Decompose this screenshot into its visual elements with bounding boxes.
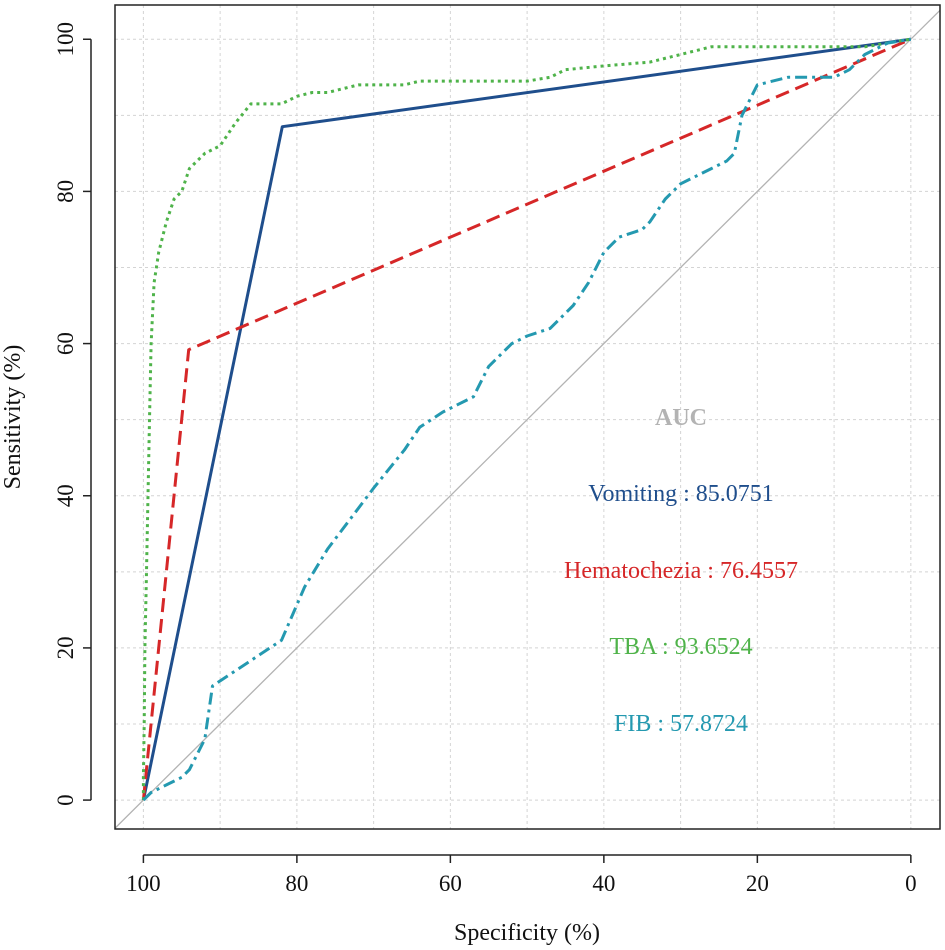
x-tick-label: 60 <box>439 871 462 896</box>
series-line-hematochezia <box>141 37 912 801</box>
x-tick-label: 0 <box>905 871 917 896</box>
x-axis-label: Specificity (%) <box>454 920 600 946</box>
x-tick-label: 20 <box>746 871 769 896</box>
plot-frame <box>114 4 941 830</box>
y-tick-label: 20 <box>53 636 78 659</box>
y-axis-label: Sensitivity (%) <box>0 345 26 490</box>
series-line-tba <box>141 37 912 801</box>
series-line-vomiting <box>141 37 912 801</box>
y-tick-label: 40 <box>53 484 78 507</box>
reference-diagonal <box>114 9 941 829</box>
reference-line <box>114 9 941 829</box>
x-tick-label: 40 <box>592 871 615 896</box>
y-tick-label: 0 <box>53 794 78 806</box>
auc-label-hematochezia: Hematochezia : 76.4557 <box>564 558 798 584</box>
series-lines <box>141 37 912 802</box>
auc-heading: AUC <box>655 405 707 431</box>
series-line-fib <box>142 37 912 802</box>
y-tick-label: 60 <box>53 332 78 355</box>
x-tick-label: 80 <box>285 871 308 896</box>
grid <box>115 5 940 829</box>
auc-label-tba: TBA : 93.6524 <box>609 634 752 660</box>
y-tick-label: 80 <box>53 180 78 203</box>
x-tick-label: 100 <box>126 871 161 896</box>
auc-label-vomiting: Vomiting : 85.0751 <box>588 481 774 507</box>
y-tick-label: 100 <box>53 22 78 57</box>
auc-label-fib: FIB : 57.8724 <box>614 711 748 737</box>
axes: 100 80 60 40 20 0 0 20 40 60 80 100 <box>53 22 917 896</box>
